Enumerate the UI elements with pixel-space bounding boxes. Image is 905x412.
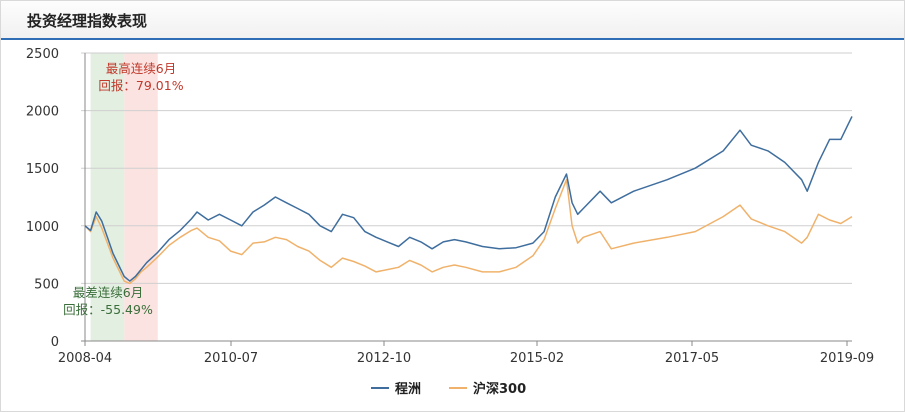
best-6m-return: 回报：79.01% [98, 78, 183, 93]
legend-item-2[interactable]: 沪深300 [473, 381, 526, 397]
best-6m-label: 最高连续6月 [106, 61, 176, 76]
x-tick-label: 2019-09 [820, 351, 874, 366]
panel-title: 投资经理指数表现 [27, 12, 148, 30]
x-tick-label: 2017-05 [665, 351, 719, 366]
y-tick-label: 2500 [26, 47, 59, 62]
series-lines [84, 116, 853, 285]
x-tick-label: 2008-04 [58, 351, 112, 366]
worst-6m-label: 最差连续6月 [73, 285, 143, 300]
highlight-bands [90, 53, 158, 341]
highlight-band-1 [124, 53, 158, 341]
legend-item-1[interactable]: 程洲 [395, 382, 421, 397]
highlight-band-2 [90, 53, 125, 341]
y-tick-label: 500 [34, 277, 59, 292]
y-tick-label: 1500 [26, 162, 59, 177]
y-tick-label: 1000 [26, 220, 59, 235]
worst-6m-return: 回报：-55.49% [63, 302, 153, 317]
x-tick-label: 2010-07 [204, 351, 258, 366]
y-tick-label: 0 [51, 335, 59, 350]
gridlines [81, 52, 852, 342]
panel-header: 投资经理指数表现 [1, 1, 904, 40]
y-axis: 0 500 1000 1500 2000 2500 [26, 47, 59, 350]
series-line-chengzhou [84, 116, 853, 282]
y-tick-label: 2000 [26, 105, 59, 120]
x-axis: 2008-04 2010-07 2012-10 2015-02 2017-05 2019-… [58, 341, 874, 366]
legend[interactable]: 程洲 沪深300 [371, 381, 526, 397]
series-line-hs300 [84, 178, 853, 285]
x-tick-label: 2015-02 [510, 351, 564, 366]
x-tick-label: 2012-10 [357, 351, 411, 366]
